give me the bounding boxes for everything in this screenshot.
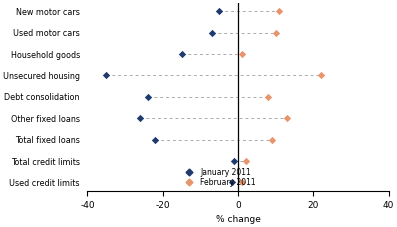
Point [318, 74, 324, 77]
Point [242, 159, 249, 163]
Point [145, 95, 151, 99]
Point [208, 31, 215, 35]
Point [137, 116, 143, 120]
Point [272, 31, 279, 35]
Point [178, 52, 185, 56]
Point [269, 138, 275, 141]
Point [239, 52, 245, 56]
X-axis label: % change: % change [216, 215, 260, 224]
Point [216, 10, 222, 13]
Point [284, 116, 290, 120]
Point [276, 10, 283, 13]
Point [265, 95, 271, 99]
Point [103, 74, 110, 77]
Point [229, 180, 235, 184]
Point [231, 159, 237, 163]
Point [239, 180, 245, 184]
Legend: January 2011, February 2011: January 2011, February 2011 [181, 168, 256, 187]
Point [152, 138, 158, 141]
